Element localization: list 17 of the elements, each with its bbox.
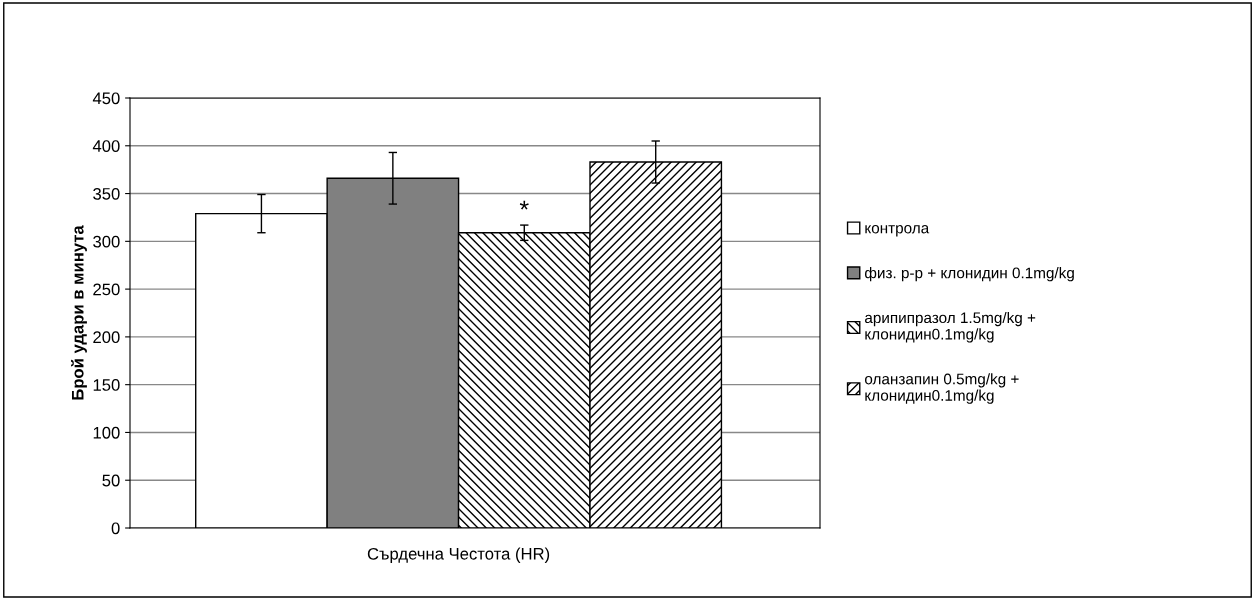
legend-label: арипипразол 1.5mg/kg + клонидин0.1mg/kg [865, 311, 1036, 343]
y-tick-label: 450 [92, 92, 120, 105]
y-tick-label: 150 [93, 379, 120, 391]
y-tick-label: 0 [111, 522, 120, 535]
y-axis-title: Брой удари в минута [71, 225, 87, 400]
y-tick-label: 100 [93, 426, 120, 439]
y-tick-label: 300 [93, 235, 120, 248]
y-tick-label: 200 [93, 331, 120, 344]
y-tick-label: 250 [93, 283, 120, 296]
x-tick-label: Сърдечна Честота (HR) [367, 547, 550, 563]
y-tick-label: 350 [93, 187, 120, 200]
annotation: * [519, 200, 529, 210]
legend-label: оланзапин 0.5mg/kg + клонидин0.1mg/kg [865, 373, 1019, 404]
legend-label: физ. р-р + клонидин 0.1mg/kg [865, 267, 1074, 282]
legend-label: контрола [865, 225, 930, 237]
y-tick-label: 400 [92, 140, 120, 152]
y-tick-label: 50 [102, 474, 120, 487]
